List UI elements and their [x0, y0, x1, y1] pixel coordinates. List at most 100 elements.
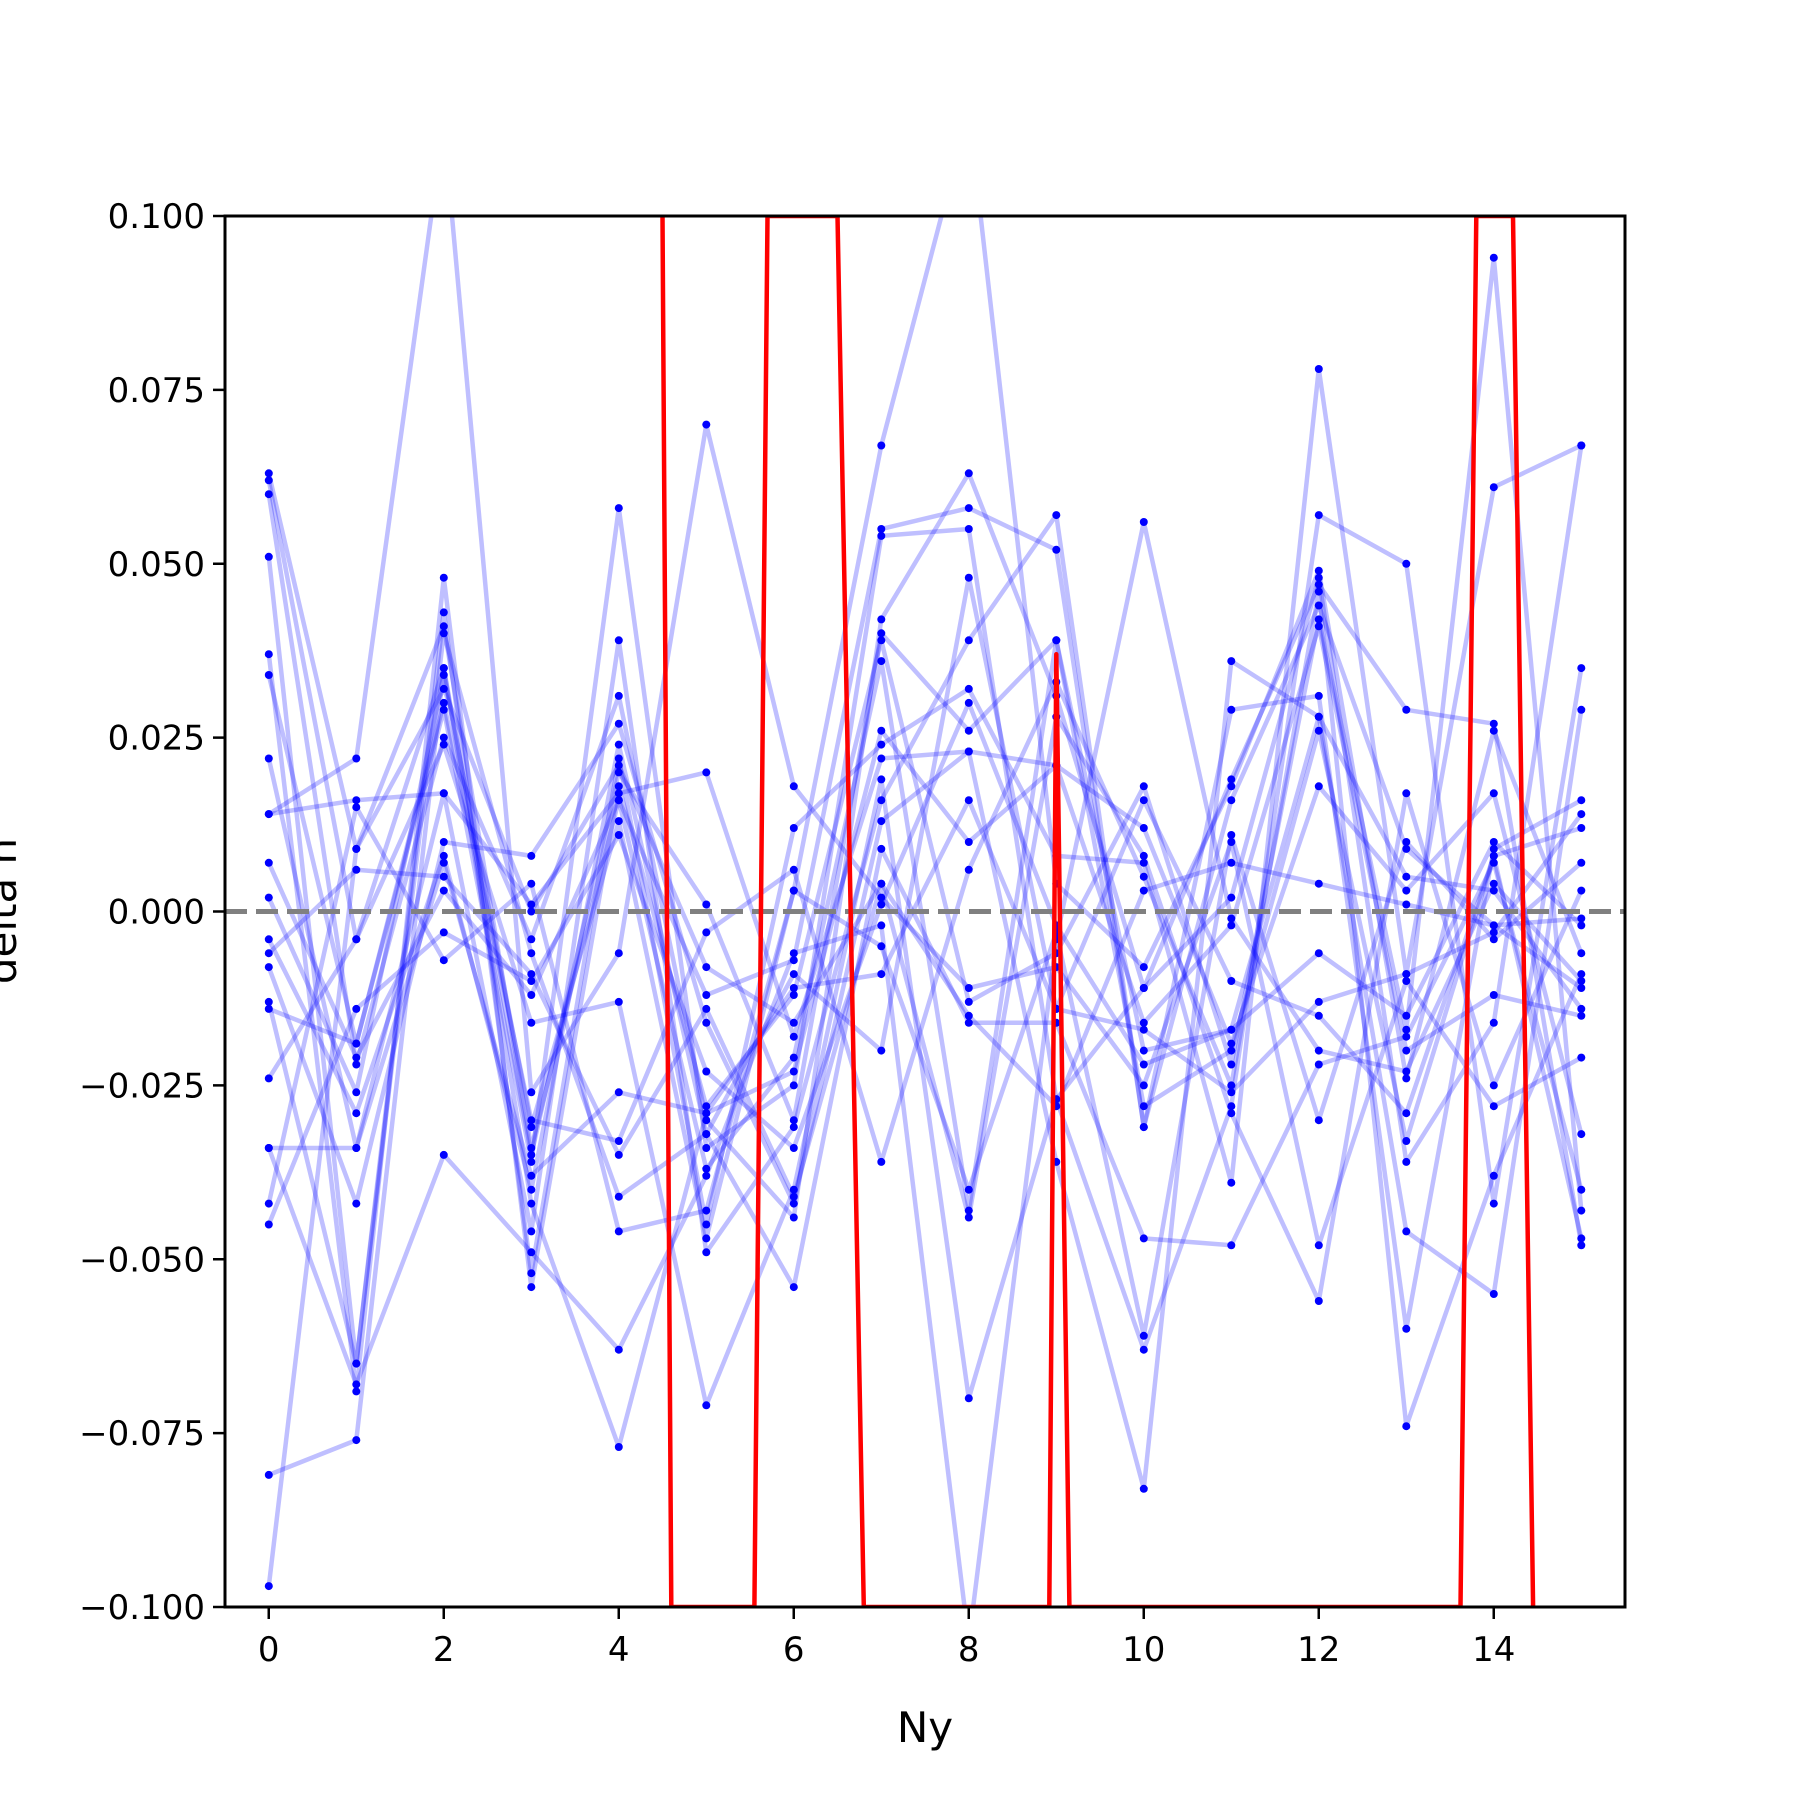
- y-tick-label-2: −0.050: [79, 1240, 205, 1280]
- series-14-point-0: [264, 997, 273, 1006]
- series-6-point-6: [789, 1123, 798, 1132]
- series-5-point-0: [264, 671, 273, 679]
- series-9-point-10: [1139, 1102, 1148, 1111]
- series-3-point-5: [702, 1220, 711, 1229]
- series-10-point-12: [1314, 566, 1323, 575]
- series-12-point-14: [1489, 1081, 1498, 1090]
- series-4-point-10: [1139, 782, 1148, 791]
- series-19-point-7: [877, 900, 886, 909]
- series-22-point-0: [264, 1144, 273, 1152]
- series-2-point-5: [702, 1116, 711, 1125]
- x-tick-label-5: 10: [1122, 1630, 1165, 1670]
- series-line-8: [268, 749, 1584, 1135]
- series-14-point-6: [789, 1283, 798, 1292]
- series-11-point-14: [1489, 851, 1498, 860]
- series-20-point-5: [702, 1109, 711, 1118]
- series-14-point-10: [1139, 1234, 1148, 1243]
- series-4-point-11: [1227, 1060, 1236, 1069]
- series-11-point-0: [264, 935, 273, 944]
- series-10-point-10: [1139, 963, 1148, 972]
- y-tick-label-0: −0.100: [79, 1588, 205, 1628]
- series-14-point-1: [352, 1359, 361, 1368]
- series-9-point-11: [1227, 1046, 1236, 1055]
- series-19-point-2: [439, 928, 448, 937]
- series-19-point-11: [1227, 1025, 1236, 1034]
- series-line-11: [266, 575, 1582, 1192]
- series-4-point-7: [877, 636, 886, 645]
- series-11-point-8: [964, 573, 973, 582]
- series-16-point-10: [1139, 984, 1148, 992]
- series-5-point-10: [1139, 1345, 1148, 1354]
- series-0-point-7: [877, 525, 886, 533]
- series-7-point-7: [877, 893, 886, 902]
- series-6-point-3: [527, 1227, 536, 1236]
- series-18-point-1: [352, 803, 361, 812]
- series-0-point-11: [1227, 796, 1236, 805]
- series-10-point-1: [352, 1088, 361, 1097]
- series-2-point-14: [1489, 719, 1498, 728]
- series-4-point-13: [1402, 1025, 1411, 1034]
- series-12-point-13: [1402, 789, 1411, 798]
- series-9-point-0: [264, 858, 273, 867]
- series-14-point-13: [1402, 1032, 1411, 1041]
- series-line-18: [266, 804, 1583, 1339]
- series-4-point-14: [1489, 253, 1498, 262]
- series-5-point-8: [964, 525, 973, 533]
- series-1-point-6: [789, 1116, 798, 1125]
- series-19-point-1: [352, 1004, 361, 1013]
- x-tick-label-3: 6: [783, 1630, 805, 1670]
- series-9-point-4: [614, 796, 623, 805]
- series-0-point-15: [1577, 984, 1586, 992]
- series-line-10: [266, 216, 1584, 1241]
- series-15-point-0: [264, 1004, 273, 1013]
- series-8-point-10: [1139, 824, 1148, 832]
- series-19-point-6: [789, 1144, 798, 1152]
- series-0-point-3: [527, 1144, 536, 1152]
- series-7-point-10: [1139, 1081, 1148, 1090]
- series-20-point-8: [964, 796, 973, 805]
- series-6-point-15: [1577, 796, 1586, 805]
- series-8-point-12: [1314, 782, 1323, 791]
- series-9-point-8: [964, 1206, 973, 1215]
- x-tick-label-4: 8: [958, 1630, 980, 1670]
- series-line-22: [266, 519, 1583, 1607]
- series-15-point-8: [964, 865, 973, 874]
- y-tick-label-4: 0.000: [108, 893, 205, 933]
- series-7-point-14: [1489, 1102, 1498, 1111]
- series-10-point-3: [527, 1123, 536, 1132]
- series-19-point-14: [1489, 838, 1498, 846]
- series-14-point-7: [877, 844, 886, 853]
- series-8-point-15: [1577, 1130, 1586, 1139]
- series-17-point-13: [1402, 1046, 1411, 1055]
- series-16-point-13: [1402, 1157, 1411, 1166]
- series-13-point-15: [1577, 705, 1586, 714]
- series-12-point-11: [1227, 1109, 1236, 1118]
- series-8-point-6: [789, 1032, 798, 1041]
- series-20-point-10: [1139, 1025, 1148, 1034]
- series-15-point-12: [1314, 587, 1323, 596]
- series-6-point-9: [1052, 511, 1061, 520]
- series-3-point-6: [789, 824, 798, 832]
- series-6-point-0: [264, 754, 273, 763]
- series-22-point-1: [352, 1380, 361, 1389]
- series-3-point-7: [877, 740, 886, 749]
- series-7-point-1: [352, 754, 361, 763]
- series-12-point-4: [614, 1150, 623, 1159]
- series-22-point-6: [789, 949, 798, 958]
- series-15-point-3: [527, 1116, 536, 1125]
- series-21-point-0: [264, 1582, 273, 1591]
- series-line-16: [266, 445, 1584, 1408]
- series-12-point-8: [964, 1213, 973, 1222]
- series-2-point-2: [439, 733, 448, 742]
- series-11-point-15: [1577, 824, 1586, 832]
- series-20-point-7: [877, 970, 886, 979]
- series-12-point-3: [527, 970, 536, 979]
- series-17-point-11: [1227, 921, 1236, 930]
- series-0-point-2: [439, 622, 448, 631]
- series-17-point-6: [789, 1067, 798, 1076]
- series-13-point-4: [614, 719, 623, 728]
- series-12-point-5: [702, 1004, 711, 1013]
- series-17-point-4: [614, 1088, 623, 1097]
- series-16-point-7: [877, 775, 886, 784]
- series-line-7: [267, 216, 1583, 1248]
